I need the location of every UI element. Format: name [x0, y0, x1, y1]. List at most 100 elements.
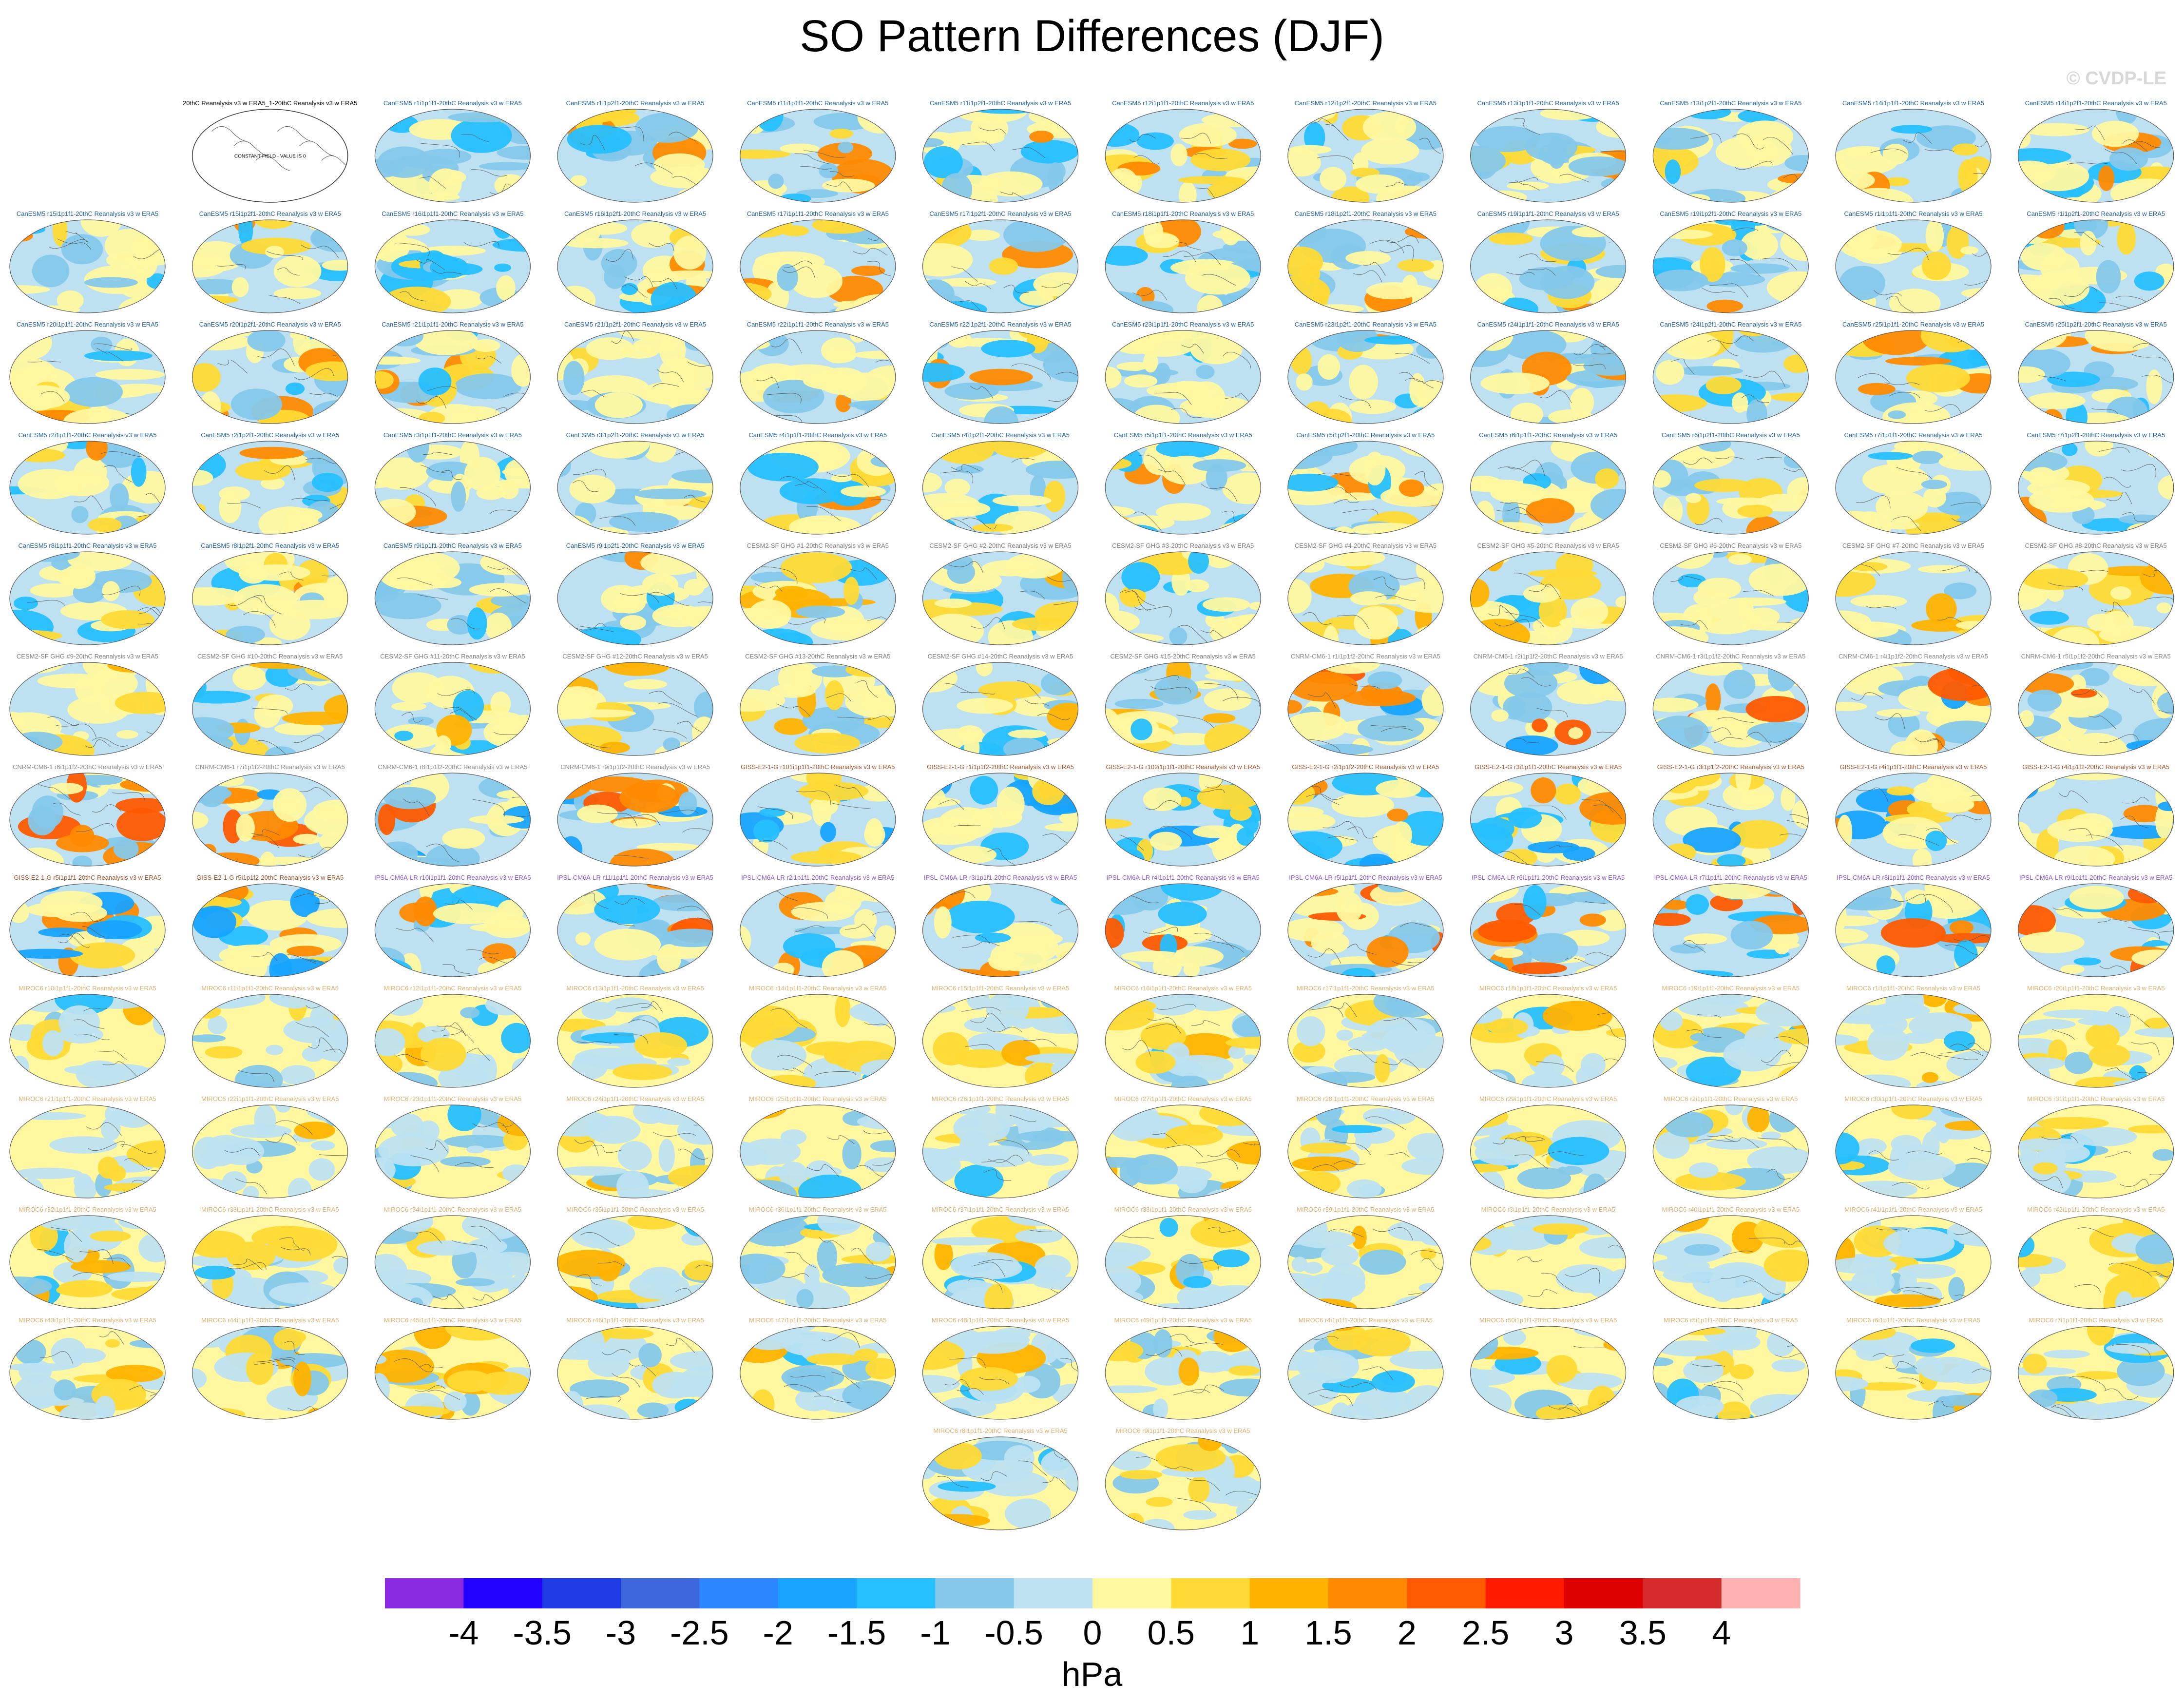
anomaly-blob [1320, 167, 1347, 191]
anomaly-blob [934, 906, 952, 939]
anomaly-blob [420, 1038, 466, 1071]
anomaly-blob [1352, 1328, 1411, 1356]
map-panel: CanESM5 r22i1p1f1-20thC Reanalysis v3 w … [740, 321, 896, 424]
map-outline [1652, 994, 1809, 1088]
coastline [99, 1331, 124, 1345]
map-panel: CNRM-CM6-1 r1i1p1f2-20thC Reanalysis v3 … [1287, 653, 1444, 756]
map-outline [557, 1326, 713, 1420]
anomaly-blob [1105, 290, 1143, 310]
anomaly-blob [823, 1339, 843, 1350]
map-panel: GISS-E2-1-G r2i1p1f2-20thC Reanalysis v3… [1287, 763, 1444, 867]
map-outline [374, 662, 531, 756]
anomaly-blob [231, 277, 249, 297]
map-panel: CESM2-SF GHG #3-20thC Reanalysis v3 w ER… [1105, 542, 1261, 645]
anomaly-blob [1688, 1162, 1719, 1178]
coastline [1964, 280, 1991, 295]
map-outline [1287, 330, 1444, 424]
coastline [1924, 404, 1962, 414]
anomaly-blob [1287, 332, 1301, 357]
coastline [1331, 1002, 1357, 1017]
anomaly-blob [10, 948, 83, 959]
anomaly-blob [1603, 1338, 1626, 1352]
anomaly-blob [1124, 374, 1158, 388]
anomaly-blob [1706, 1138, 1767, 1150]
anomaly-blob [693, 691, 713, 723]
anomaly-blob [1750, 1393, 1809, 1419]
anomaly-blob [1120, 1470, 1163, 1480]
coastline [826, 472, 869, 487]
map-panel: MIROC6 r28i1p1f1-20thC Reanalysis v3 w E… [1287, 1095, 1444, 1199]
anomaly-blob [1952, 143, 1978, 156]
anomaly-blob [857, 1113, 896, 1130]
panel-title: CNRM-CM6-1 r7i1p1f2-20thC Reanalysis v3 … [195, 763, 345, 771]
anomaly-blob [454, 373, 522, 399]
anomaly-blob [1244, 1481, 1261, 1500]
anomaly-blob [384, 330, 424, 347]
anomaly-blob [2018, 773, 2056, 793]
coastline [1513, 118, 1540, 135]
map-outline [1105, 1326, 1261, 1420]
anomaly-blob [947, 1279, 993, 1296]
colorbar-units: hPa [1061, 1655, 1123, 1693]
anomaly-blob [15, 1339, 46, 1365]
anomaly-blob [105, 1339, 120, 1348]
anomaly-blob [235, 1064, 283, 1087]
anomaly-blob [1345, 251, 1391, 266]
anomaly-blob [795, 1388, 834, 1412]
anomaly-blob [2040, 252, 2080, 283]
anomaly-blob [192, 717, 234, 743]
anomaly-blob [70, 942, 135, 969]
coastline [2104, 148, 2138, 165]
coastline [1743, 1280, 1782, 1295]
coastline [1924, 894, 1953, 913]
coastline [971, 617, 1005, 630]
anomaly-blob [49, 1136, 117, 1154]
anomaly-blob [1169, 627, 1188, 645]
anomaly-blob [1511, 403, 1543, 424]
anomaly-blob [1538, 595, 1567, 627]
map-panel: MIROC6 r23i1p1f1-20thC Reanalysis v3 w E… [374, 1095, 531, 1199]
anomaly-blob [1856, 1138, 1887, 1155]
coastline [988, 1155, 1024, 1163]
panel-title: CanESM5 r22i1p1f1-20thC Reanalysis v3 w … [747, 321, 889, 328]
coastline [433, 1294, 464, 1309]
coastline [1312, 1164, 1339, 1172]
panel-title: CanESM5 r13i1p2f1-20thC Reanalysis v3 w … [1660, 99, 1801, 107]
coastline [1721, 1276, 1754, 1280]
map-panel: MIROC6 r14i1p1f1-20thC Reanalysis v3 w E… [740, 985, 896, 1088]
anomaly-blob [1220, 1180, 1259, 1193]
coastline [1133, 155, 1160, 165]
anomaly-blob [1470, 1387, 1512, 1419]
map-panel: MIROC6 r13i1p1f1-20thC Reanalysis v3 w E… [557, 985, 713, 1088]
anomaly-blob [447, 1105, 481, 1131]
panel-title: CanESM5 r6i1p1f1-20thC Reanalysis v3 w E… [1479, 431, 1617, 439]
anomaly-blob [2022, 123, 2090, 136]
anomaly-blob [922, 889, 936, 916]
colorbar-swatch [1643, 1578, 1722, 1608]
panel-title: CanESM5 r9i1p1f1-20thC Reanalysis v3 w E… [383, 542, 522, 549]
anomaly-blob [116, 808, 165, 841]
colorbar-swatch [1014, 1578, 1093, 1608]
coastline [2069, 1376, 2106, 1391]
coastline [1362, 262, 1386, 276]
anomaly-blob [1526, 933, 1578, 964]
map-panel: MIROC6 r49i1p1f1-20thC Reanalysis v3 w E… [1105, 1316, 1261, 1420]
anomaly-blob [57, 290, 84, 310]
anomaly-blob [1891, 1135, 1921, 1154]
anomaly-blob [10, 635, 40, 645]
coastline [1243, 1295, 1261, 1305]
coastline [1789, 814, 1809, 828]
anomaly-blob [1856, 1345, 1887, 1361]
coastline [1774, 1036, 1809, 1050]
coastline [74, 495, 103, 511]
coastline [27, 361, 61, 363]
map-panel: CanESM5 r19i1p2f1-20thC Reanalysis v3 w … [1652, 210, 1809, 313]
anomaly-blob [1057, 740, 1078, 749]
map-outline [740, 330, 896, 424]
panel-title: CanESM5 r18i1p1f1-20thC Reanalysis v3 w … [1112, 210, 1254, 217]
coastline [1541, 1151, 1584, 1157]
panel-title: CanESM5 r1i1p2f1-20thC Reanalysis v3 w E… [566, 99, 705, 107]
anomaly-blob [118, 1216, 156, 1229]
anomaly-blob [2018, 1024, 2048, 1036]
coastline [962, 518, 996, 530]
